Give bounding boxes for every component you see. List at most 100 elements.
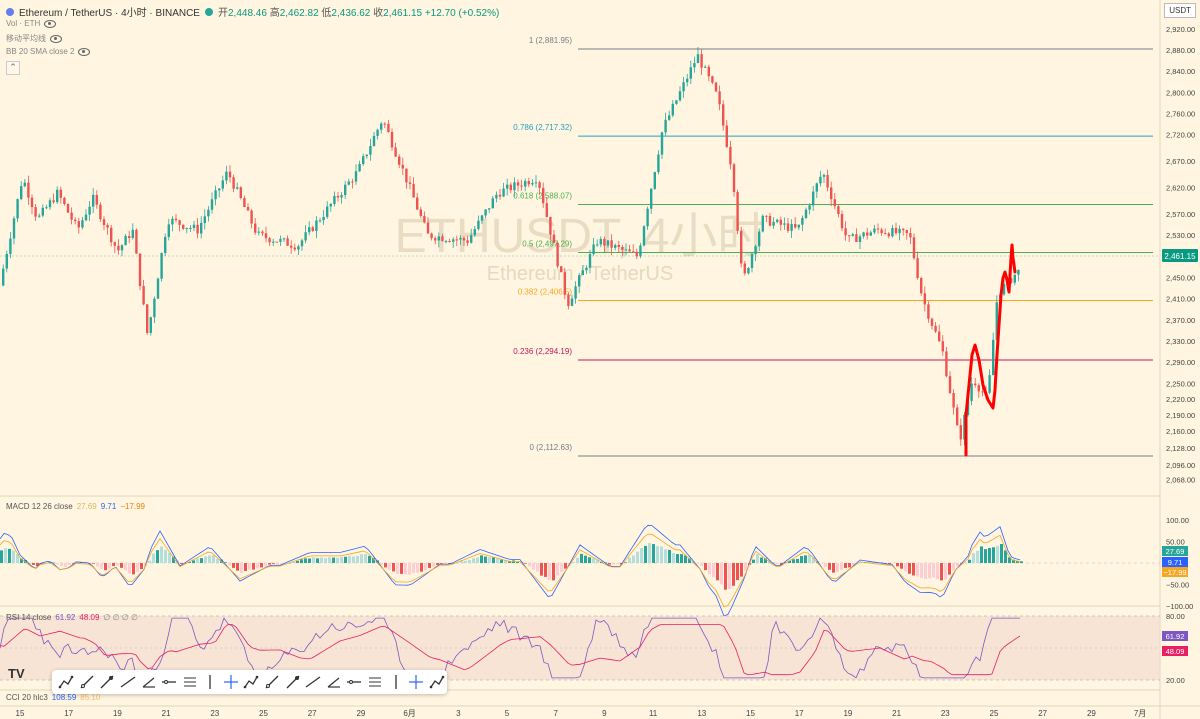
fib-retracement-icon[interactable] bbox=[365, 672, 386, 692]
macd-histogram-bar bbox=[824, 563, 827, 567]
candle-body bbox=[455, 239, 458, 241]
rsi-legend[interactable]: RSI 14 close 61.92 48.09 ∅ ∅ ∅ ∅ bbox=[6, 613, 138, 622]
candlestick-series bbox=[2, 46, 1020, 446]
hand-drawn-annotation[interactable] bbox=[964, 243, 1017, 457]
fib-retracement[interactable]: 1 (2,881.95)0.786 (2,717.32)0.618 (2,588… bbox=[513, 36, 1153, 457]
parallel-channel-icon[interactable] bbox=[241, 672, 262, 692]
candle-body bbox=[398, 156, 401, 165]
candle-body bbox=[45, 207, 48, 209]
macd-histogram-bar bbox=[592, 558, 595, 563]
indicator-vol[interactable]: Vol · ETH bbox=[6, 19, 57, 28]
macd-histogram-bar bbox=[408, 563, 411, 575]
pitchfork-icon[interactable] bbox=[324, 672, 345, 692]
time-tick-label: 6月 bbox=[403, 709, 415, 718]
path-icon[interactable] bbox=[426, 672, 447, 692]
candle-body bbox=[225, 171, 228, 181]
candle-body bbox=[477, 220, 480, 230]
macd-value-badge-text: 27.69 bbox=[1166, 547, 1185, 556]
eye-icon[interactable] bbox=[50, 34, 62, 43]
candle-body bbox=[70, 212, 73, 220]
macd-histogram-bar bbox=[344, 556, 347, 563]
macd-legend[interactable]: MACD 12 26 close 27.69 9.71 −17.99 bbox=[6, 502, 145, 511]
horizontal-line-icon[interactable] bbox=[159, 672, 180, 692]
price-tick-label: 2,370.00 bbox=[1166, 316, 1195, 325]
cci-legend[interactable]: CCI 20 hlc3 108.59 85.10 bbox=[6, 693, 100, 702]
macd-histogram-bar bbox=[468, 559, 471, 563]
macd-histogram-bar bbox=[740, 563, 743, 577]
candle-body bbox=[614, 244, 617, 248]
candle-body bbox=[610, 240, 613, 248]
price-tick-label: 2,450.00 bbox=[1166, 274, 1195, 283]
macd-histogram-bar bbox=[868, 561, 871, 563]
macd-histogram-bar bbox=[912, 563, 915, 576]
indicator-bb[interactable]: BB 20 SMA close 2 bbox=[6, 47, 91, 56]
extended-line-icon[interactable] bbox=[118, 672, 139, 692]
macd-histogram-bar bbox=[364, 554, 367, 563]
candle-body bbox=[657, 154, 660, 173]
ray-icon[interactable] bbox=[77, 672, 98, 692]
eye-icon[interactable] bbox=[78, 47, 91, 56]
cross-line-icon[interactable] bbox=[221, 672, 242, 692]
currency-selector[interactable]: USDT bbox=[1164, 3, 1196, 18]
candle-body bbox=[678, 91, 682, 101]
price-tick-label: 2,720.00 bbox=[1166, 131, 1195, 140]
candle-body bbox=[354, 171, 358, 182]
trend-fib-icon[interactable] bbox=[385, 672, 406, 692]
trend-angle-icon[interactable] bbox=[138, 672, 159, 692]
macd-histogram-bar bbox=[588, 557, 591, 563]
tradingview-logo[interactable]: TV bbox=[8, 666, 25, 681]
candle-body bbox=[192, 224, 196, 228]
symbol-title[interactable]: Ethereum / TetherUS · 4小时 · BINANCE bbox=[19, 8, 200, 19]
candle-body bbox=[297, 246, 300, 250]
candle-body bbox=[92, 194, 95, 207]
candle-body bbox=[74, 219, 77, 222]
macd-histogram-bar bbox=[880, 562, 883, 563]
candle-body bbox=[182, 224, 185, 229]
candle-body bbox=[689, 67, 692, 79]
candle-body bbox=[59, 189, 62, 198]
annotation-stroke[interactable] bbox=[964, 243, 1017, 457]
macd-histogram-bar bbox=[952, 563, 955, 571]
fib-fan-icon[interactable] bbox=[406, 672, 427, 692]
signal-line bbox=[0, 533, 1021, 608]
candle-body bbox=[822, 174, 826, 177]
macd-histogram-bar bbox=[644, 545, 647, 563]
price-tick-label: 2,670.00 bbox=[1166, 157, 1195, 166]
macd-histogram-bar bbox=[556, 563, 559, 576]
macd-histogram-bar bbox=[264, 563, 267, 567]
eye-icon[interactable] bbox=[44, 19, 57, 28]
macd-histogram-bar bbox=[980, 546, 983, 563]
disjoint-channel-icon[interactable] bbox=[303, 672, 324, 692]
time-tick-label: 25 bbox=[259, 709, 268, 718]
macd-histogram-bar bbox=[580, 553, 583, 563]
horizontal-ray-icon[interactable] bbox=[179, 672, 200, 692]
macd-histogram-bar bbox=[412, 563, 415, 574]
candle-body bbox=[855, 234, 858, 242]
rsi-ma-line bbox=[0, 624, 1021, 676]
time-tick-label: 29 bbox=[356, 709, 365, 718]
time-axis[interactable]: 15 17 19 21 23 25 27 29 6月 3 5 7 9 11 13 15 17 19 21 23 25 27… bbox=[16, 709, 1147, 718]
price-axis[interactable]: 2,920.00 2,880.00 2,840.00 2,800.00 2,760.00… bbox=[1166, 25, 1195, 485]
trend-line-icon[interactable] bbox=[56, 672, 77, 692]
flat-top-icon[interactable] bbox=[282, 672, 303, 692]
rsi-value-1: 61.92 bbox=[55, 613, 76, 622]
time-tick-label: 7月 bbox=[1134, 709, 1146, 718]
candle-body bbox=[117, 245, 120, 251]
vertical-line-icon[interactable] bbox=[200, 672, 221, 692]
macd-histogram-bar bbox=[224, 562, 227, 563]
macd-line bbox=[0, 524, 1021, 617]
candle-body bbox=[264, 233, 268, 239]
macd-histogram-bar bbox=[564, 563, 567, 569]
fib-level-label: 0 (2,112.63) bbox=[529, 443, 572, 452]
regression-trend-icon[interactable] bbox=[262, 672, 283, 692]
indicator-ma[interactable]: 移动平均线 bbox=[6, 33, 62, 44]
schiff-icon[interactable] bbox=[344, 672, 365, 692]
collapse-indicators-button[interactable]: ⌃ bbox=[6, 61, 20, 75]
info-line-icon[interactable] bbox=[97, 672, 118, 692]
macd-histogram-bar bbox=[492, 557, 495, 563]
macd-histogram-bar bbox=[368, 555, 371, 563]
candle-body bbox=[974, 383, 977, 386]
macd-histogram-bar bbox=[892, 563, 895, 564]
macd-histogram-bar bbox=[156, 550, 159, 563]
